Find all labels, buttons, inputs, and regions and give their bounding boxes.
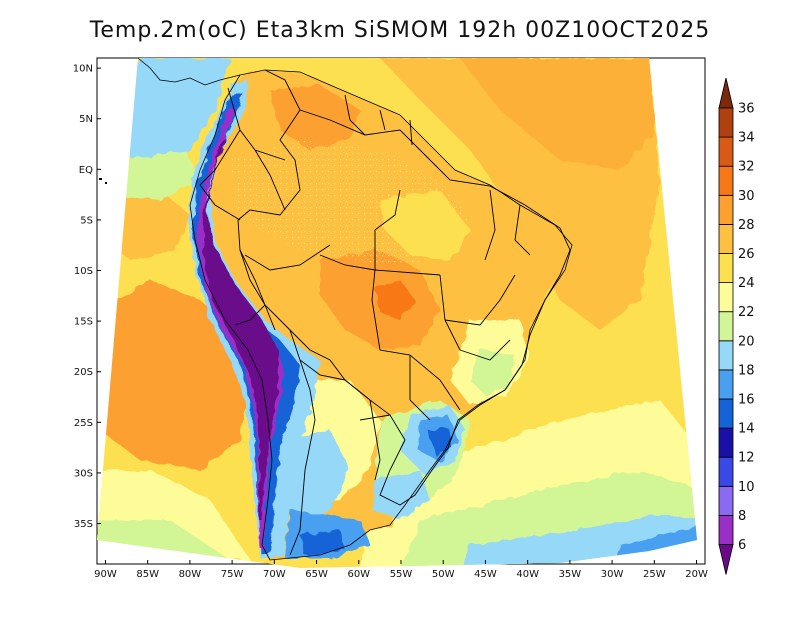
latitude-ticks: 10N 5N EQ 5S 10S 15S 20S 25S 30S 35S bbox=[73, 64, 101, 530]
atlantic-warmer-zone bbox=[460, 58, 655, 170]
lat-tick-label: 5N bbox=[79, 114, 93, 125]
andes-coldest-band bbox=[203, 138, 279, 520]
lon-tick-label: 70W bbox=[263, 569, 286, 580]
colorbar-label: 16 bbox=[738, 393, 755, 408]
lat-tick-label: 10S bbox=[74, 266, 93, 277]
lon-tick-label: 65W bbox=[305, 569, 328, 580]
uruguay-cool-zone bbox=[372, 470, 430, 520]
lon-tick-label: 35W bbox=[559, 569, 582, 580]
colorbar-segment bbox=[718, 311, 734, 342]
lon-tick-label: 25W bbox=[643, 569, 666, 580]
patagonia-colder-zone bbox=[300, 530, 345, 556]
colorbar-label: 6 bbox=[738, 538, 746, 553]
colorbar-segment bbox=[718, 427, 734, 458]
coastline bbox=[189, 69, 573, 561]
colorbar-label: 14 bbox=[738, 422, 755, 437]
colorbar-segment bbox=[718, 456, 734, 487]
colorbar-segment bbox=[718, 369, 734, 400]
pacific-warm-zone-2 bbox=[105, 190, 190, 260]
colorbar-label: 26 bbox=[738, 247, 755, 262]
colorbar-segment bbox=[718, 398, 734, 429]
colorbar-segment bbox=[718, 223, 734, 254]
colorbar-label: 12 bbox=[738, 451, 755, 466]
lat-tick-label: 15S bbox=[74, 317, 93, 328]
colorbar-label: 18 bbox=[738, 363, 755, 378]
colorbar-label: 24 bbox=[738, 276, 755, 291]
colorbar-label: 28 bbox=[738, 218, 755, 233]
longitude-ticks: 90W 85W 80W 75W 70W 65W 60W 55W 50W 45W 40W 35W 30W 2… bbox=[94, 560, 708, 580]
lon-tick-label: 50W bbox=[432, 569, 455, 580]
colorbar-label: 20 bbox=[738, 334, 755, 349]
lon-tick-label: 60W bbox=[347, 569, 370, 580]
lon-tick-label: 75W bbox=[221, 569, 244, 580]
lon-tick-label: 90W bbox=[94, 569, 117, 580]
amazon-mild-zone bbox=[380, 190, 470, 260]
galapagos-islands bbox=[99, 178, 107, 184]
colorbar-label: 32 bbox=[738, 160, 755, 175]
colorbar-segment bbox=[718, 165, 734, 196]
colorbar-segment bbox=[718, 340, 734, 371]
southeast-green-zone bbox=[470, 350, 515, 395]
lon-tick-label: 55W bbox=[390, 569, 413, 580]
northern-borders bbox=[264, 69, 413, 146]
interior-hotter-zone bbox=[375, 280, 415, 320]
temperature-field bbox=[97, 58, 697, 568]
lon-tick-label: 85W bbox=[136, 569, 159, 580]
pacific-cool-zone bbox=[120, 58, 230, 170]
colorbar-segment bbox=[718, 515, 734, 545]
central-america-outline bbox=[137, 57, 241, 86]
colorbar-top-triangle bbox=[718, 77, 734, 109]
chart-title: Temp.2m(oC) Eta3km SiSMOM 192h 00Z10OCT2… bbox=[89, 18, 711, 43]
lon-tick-label: 45W bbox=[474, 569, 497, 580]
lat-tick-label: 30S bbox=[74, 468, 93, 479]
colorbar-label: 10 bbox=[738, 480, 755, 495]
lon-tick-label: 40W bbox=[516, 569, 539, 580]
colorbar: 6 8 10 12 14 16 18 20 22 24 26 28 30 32 34 36 bbox=[718, 77, 755, 575]
southern-borders bbox=[344, 379, 391, 481]
colorbar-segment bbox=[718, 485, 734, 516]
island-mark bbox=[99, 178, 102, 180]
lon-tick-label: 80W bbox=[179, 569, 202, 580]
colorbar-bottom-triangle bbox=[718, 544, 734, 575]
lon-tick-label: 30W bbox=[601, 569, 624, 580]
colorbar-label: 34 bbox=[738, 131, 755, 146]
lon-tick-label: 20W bbox=[685, 569, 708, 580]
lat-tick-label: 10N bbox=[73, 64, 93, 75]
colorbar-segment bbox=[718, 136, 734, 167]
colorbar-label: 30 bbox=[738, 189, 755, 204]
brazil-states bbox=[244, 189, 531, 421]
country-borders bbox=[199, 69, 571, 556]
lat-tick-label: EQ bbox=[79, 165, 93, 176]
colorbar-label: 22 bbox=[738, 305, 755, 320]
lat-tick-label: 5S bbox=[80, 215, 93, 226]
lat-tick-label: 35S bbox=[74, 519, 93, 530]
brazil-border bbox=[237, 109, 571, 506]
northern-hot-zone bbox=[270, 85, 360, 150]
pacific-warm-zone bbox=[100, 280, 250, 470]
colorbar-segment bbox=[718, 194, 734, 225]
south-brazil-colder-zone bbox=[428, 428, 452, 456]
colorbar-segment bbox=[718, 282, 734, 313]
colorbar-segment bbox=[718, 253, 734, 284]
andean-borders bbox=[199, 87, 346, 556]
lat-tick-label: 20S bbox=[74, 367, 93, 378]
lat-tick-label: 25S bbox=[74, 418, 93, 429]
pacific-mild-zone bbox=[115, 150, 200, 200]
colorbar-segment bbox=[718, 107, 734, 138]
island-mark bbox=[105, 182, 107, 184]
colorbar-label: 36 bbox=[738, 102, 755, 117]
colorbar-label: 8 bbox=[738, 509, 746, 524]
